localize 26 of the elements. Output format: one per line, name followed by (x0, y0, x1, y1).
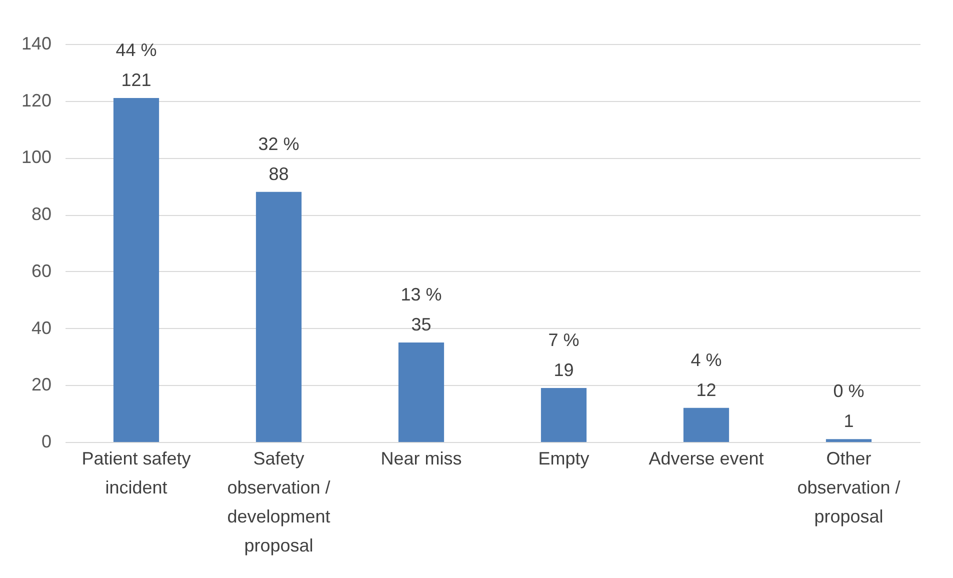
y-tick-label: 20 (31, 374, 52, 395)
x-tick-label: Empty (538, 448, 590, 468)
data-label: 32 % 88 (258, 134, 300, 184)
y-tick-label: 60 (31, 260, 52, 281)
y-tick-label: 40 (31, 318, 52, 338)
bar (683, 408, 730, 442)
y-tick-label: 100 (21, 147, 52, 168)
data-label: 13 % 35 (400, 284, 442, 334)
y-tick-label: 80 (31, 204, 52, 224)
bar (256, 192, 302, 442)
bar (540, 388, 587, 442)
x-tick-label: Near miss (380, 448, 462, 468)
data-label: 7 % 19 (548, 330, 580, 380)
data-label: 4 % 12 (690, 350, 722, 400)
data-label: 44 % 121 (116, 40, 157, 90)
bar (826, 439, 872, 442)
bar (113, 98, 160, 442)
x-tick-label: Safety observation / development proposal (227, 448, 330, 556)
y-tick-label: 140 (21, 34, 52, 54)
bar (398, 342, 444, 442)
y-tick-label: 120 (21, 90, 52, 110)
data-label: 0 % 1 (833, 381, 864, 432)
y-tick-label: 0 (41, 432, 52, 452)
x-tick-label: Adverse event (648, 448, 764, 468)
x-tick-label: Other observation / proposal (797, 448, 900, 526)
x-tick-label: Patient safety incident (82, 448, 191, 498)
